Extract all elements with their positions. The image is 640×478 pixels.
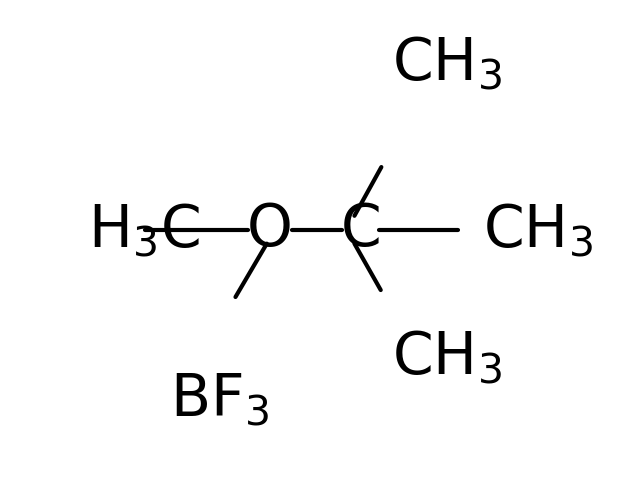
Text: C: C (340, 201, 381, 258)
Text: CH$_3$: CH$_3$ (392, 33, 502, 92)
Text: CH$_3$: CH$_3$ (483, 201, 593, 259)
Text: O: O (247, 201, 293, 258)
Text: H$_3$C: H$_3$C (88, 201, 200, 259)
Text: BF$_3$: BF$_3$ (170, 370, 269, 428)
Text: CH$_3$: CH$_3$ (392, 328, 502, 386)
